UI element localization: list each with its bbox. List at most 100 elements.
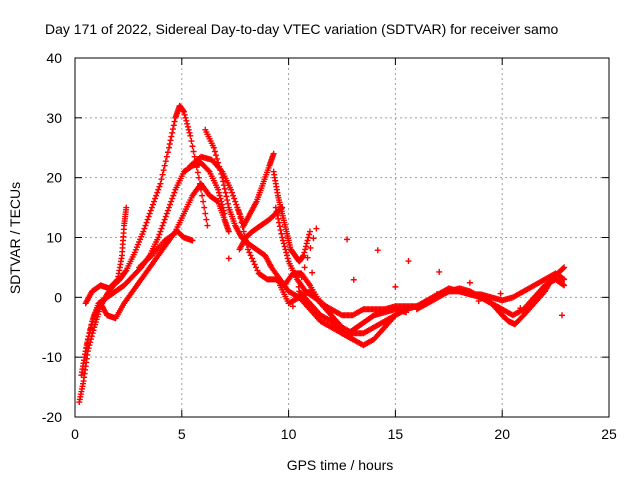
data-point: [122, 268, 129, 275]
data-point: [283, 249, 290, 256]
data-point: [85, 333, 92, 340]
data-point: [141, 225, 148, 232]
data-point: [113, 277, 120, 284]
data-point: [302, 246, 309, 253]
data-point: [123, 204, 130, 211]
data-point: [302, 243, 309, 250]
data-point: [277, 227, 284, 234]
data-point: [169, 195, 176, 202]
data-point: [249, 255, 256, 262]
y-tick-label: -20: [42, 409, 62, 425]
data-point: [159, 222, 166, 229]
data-point: [164, 207, 171, 214]
data-point: [156, 231, 163, 238]
data-point: [283, 252, 290, 259]
data-point: [215, 186, 222, 193]
data-point: [159, 171, 166, 178]
data-points: [76, 102, 568, 406]
data-point: [561, 276, 568, 283]
data-point: [146, 210, 153, 217]
y-tick-label: 20: [46, 170, 62, 186]
data-point: [222, 189, 229, 196]
data-point: [162, 158, 169, 165]
series-track-c: [80, 180, 232, 367]
data-point: [164, 149, 171, 156]
data-point: [168, 198, 175, 205]
data-point: [158, 176, 165, 183]
data-point: [247, 252, 254, 259]
data-point: [143, 219, 150, 226]
data-point: [149, 201, 156, 208]
data-point: [246, 249, 253, 256]
data-point: [307, 244, 314, 251]
data-point: [284, 255, 291, 262]
data-point: [165, 144, 172, 151]
data-point: [560, 265, 567, 272]
y-tick-label: 0: [54, 289, 62, 305]
data-point: [274, 212, 281, 219]
series-track-a: [76, 102, 211, 406]
data-point: [392, 283, 399, 290]
y-tick-label: 40: [46, 50, 62, 66]
data-point: [230, 192, 237, 199]
data-point: [87, 327, 94, 334]
data-point: [281, 243, 288, 250]
y-axis-label: SDTVAR / TECUs: [7, 182, 23, 294]
data-point: [224, 200, 231, 207]
data-point: [253, 264, 260, 271]
data-point: [270, 150, 277, 157]
data-point: [434, 290, 441, 297]
data-point: [561, 264, 568, 271]
data-point: [517, 305, 524, 312]
data-point: [88, 321, 95, 328]
data-point: [169, 129, 176, 136]
data-point: [167, 137, 174, 144]
data-point: [301, 249, 308, 256]
data-point: [184, 120, 191, 127]
data-point: [194, 169, 201, 176]
data-point: [171, 118, 178, 125]
data-point: [233, 201, 240, 208]
y-tick-label: 10: [46, 230, 62, 246]
data-point: [203, 216, 210, 223]
data-point: [157, 228, 164, 235]
data-point: [140, 228, 147, 235]
data-point: [374, 247, 381, 254]
data-point: [181, 111, 188, 118]
data-point: [250, 258, 257, 265]
data-point: [169, 126, 176, 133]
data-point: [243, 241, 250, 248]
data-point: [240, 228, 247, 235]
chart-title: Day 171 of 2022, Sidereal Day-to-day VTE…: [45, 21, 558, 37]
x-tick-label: 5: [178, 426, 186, 442]
x-axis-label: GPS time / hours: [287, 457, 394, 473]
data-point: [561, 282, 568, 289]
data-point: [216, 192, 223, 199]
data-point: [344, 236, 351, 243]
data-point: [313, 225, 320, 232]
data-point: [84, 336, 91, 343]
x-tick-label: 10: [281, 426, 297, 442]
data-point: [88, 324, 95, 331]
data-point: [497, 290, 504, 297]
data-point: [279, 237, 286, 244]
data-point: [171, 189, 178, 196]
data-point: [223, 193, 230, 200]
data-point: [170, 122, 177, 129]
data-point: [300, 252, 307, 259]
data-point: [191, 153, 198, 160]
data-point: [189, 237, 196, 244]
data-point: [210, 144, 217, 151]
data-point: [166, 141, 173, 148]
data-point: [560, 275, 567, 282]
data-point: [221, 185, 228, 192]
data-point: [350, 276, 357, 283]
data-point: [160, 219, 167, 226]
y-tick-label: 30: [46, 110, 62, 126]
data-point: [309, 269, 316, 276]
data-point: [272, 204, 279, 211]
data-point: [161, 216, 168, 223]
data-point: [165, 204, 172, 211]
data-point: [279, 234, 286, 241]
data-point: [306, 228, 313, 235]
